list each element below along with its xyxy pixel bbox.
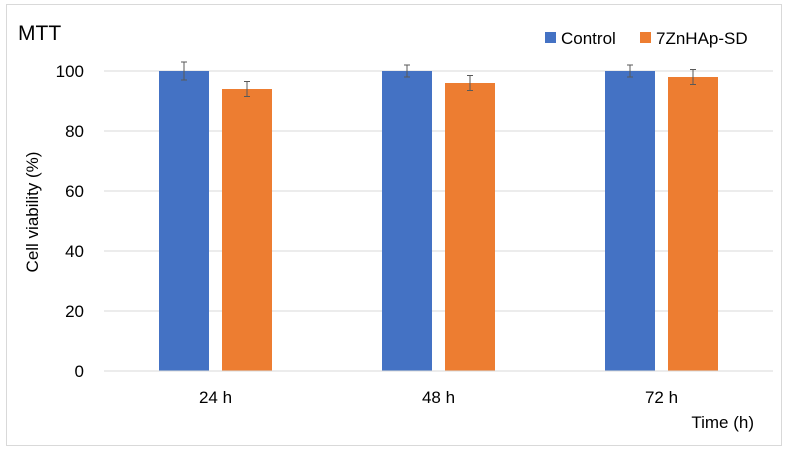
y-tick-label: 0 bbox=[75, 362, 84, 381]
y-tick-label: 40 bbox=[65, 242, 84, 261]
bar bbox=[668, 77, 718, 371]
y-tick-label: 80 bbox=[65, 122, 84, 141]
legend-label-7znhap-sd: 7ZnHAp-SD bbox=[656, 29, 748, 48]
gridlines bbox=[104, 70, 773, 312]
legend-swatch-control bbox=[545, 32, 556, 43]
legend-label-control: Control bbox=[561, 29, 616, 48]
y-tick-label: 20 bbox=[65, 302, 84, 321]
y-axis-label: Cell viability (%) bbox=[23, 152, 42, 273]
y-tick-label: 100 bbox=[56, 62, 84, 81]
bar bbox=[382, 71, 432, 371]
x-tick-label: 24 h bbox=[199, 388, 232, 407]
bar bbox=[159, 71, 209, 371]
legend: Control 7ZnHAp-SD bbox=[545, 29, 748, 48]
x-axis-ticks: 24 h 48 h 72 h bbox=[199, 388, 678, 407]
chart-title: MTT bbox=[18, 22, 61, 45]
legend-swatch-7znhap-sd bbox=[640, 32, 651, 43]
bar bbox=[605, 71, 655, 371]
x-axis-label: Time (h) bbox=[691, 413, 754, 432]
bars bbox=[159, 61, 718, 371]
x-tick-label: 72 h bbox=[645, 388, 678, 407]
bar bbox=[445, 83, 495, 371]
bar bbox=[222, 89, 272, 371]
x-tick-label: 48 h bbox=[422, 388, 455, 407]
y-tick-label: 60 bbox=[65, 182, 84, 201]
y-axis-ticks: 0 20 40 60 80 100 bbox=[56, 62, 84, 381]
